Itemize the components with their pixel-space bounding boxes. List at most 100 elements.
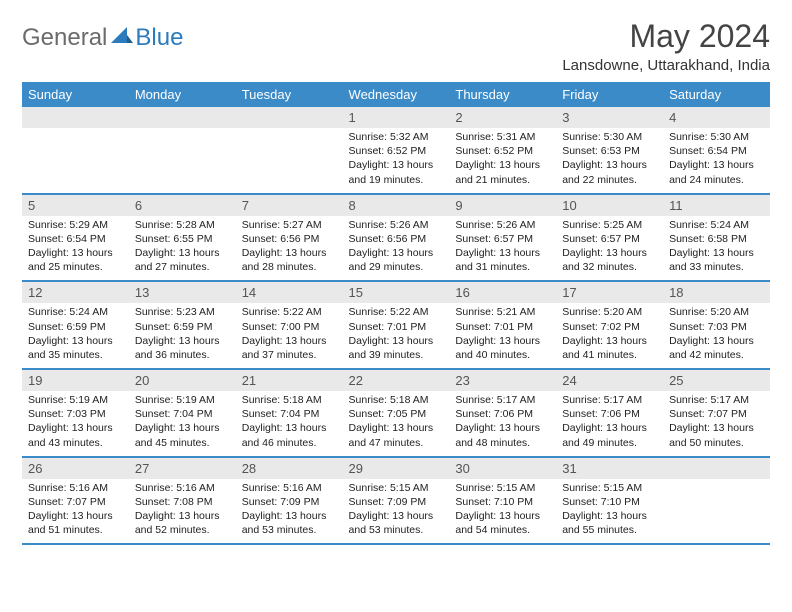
- day-number: 17: [556, 282, 663, 303]
- detail-line: Sunset: 6:57 PM: [562, 232, 657, 246]
- detail-line: Sunrise: 5:16 AM: [135, 481, 230, 495]
- day-cell: 8Sunrise: 5:26 AMSunset: 6:56 PMDaylight…: [343, 194, 450, 282]
- detail-line: Sunset: 6:59 PM: [28, 320, 123, 334]
- day-cell: 30Sunrise: 5:15 AMSunset: 7:10 PMDayligh…: [449, 457, 556, 545]
- detail-line: and 36 minutes.: [135, 348, 230, 362]
- week-row: 19Sunrise: 5:19 AMSunset: 7:03 PMDayligh…: [22, 369, 770, 457]
- detail-line: Daylight: 13 hours: [242, 421, 337, 435]
- detail-line: Daylight: 13 hours: [28, 334, 123, 348]
- day-details: Sunrise: 5:16 AMSunset: 7:09 PMDaylight:…: [236, 479, 343, 544]
- day-number: 30: [449, 458, 556, 479]
- day-details: Sunrise: 5:18 AMSunset: 7:05 PMDaylight:…: [343, 391, 450, 456]
- detail-line: Sunrise: 5:17 AM: [455, 393, 550, 407]
- day-cell: 23Sunrise: 5:17 AMSunset: 7:06 PMDayligh…: [449, 369, 556, 457]
- day-number: 31: [556, 458, 663, 479]
- day-details: Sunrise: 5:19 AMSunset: 7:04 PMDaylight:…: [129, 391, 236, 456]
- day-details: [22, 128, 129, 182]
- day-number: 14: [236, 282, 343, 303]
- day-details: Sunrise: 5:16 AMSunset: 7:07 PMDaylight:…: [22, 479, 129, 544]
- day-cell: 16Sunrise: 5:21 AMSunset: 7:01 PMDayligh…: [449, 281, 556, 369]
- day-cell: 20Sunrise: 5:19 AMSunset: 7:04 PMDayligh…: [129, 369, 236, 457]
- detail-line: Sunset: 7:08 PM: [135, 495, 230, 509]
- day-number: 29: [343, 458, 450, 479]
- day-cell: 2Sunrise: 5:31 AMSunset: 6:52 PMDaylight…: [449, 107, 556, 194]
- detail-line: Sunset: 6:56 PM: [349, 232, 444, 246]
- day-details: Sunrise: 5:17 AMSunset: 7:07 PMDaylight:…: [663, 391, 770, 456]
- day-details: Sunrise: 5:16 AMSunset: 7:08 PMDaylight:…: [129, 479, 236, 544]
- day-details: Sunrise: 5:26 AMSunset: 6:57 PMDaylight:…: [449, 216, 556, 281]
- detail-line: Sunset: 6:57 PM: [455, 232, 550, 246]
- detail-line: and 43 minutes.: [28, 436, 123, 450]
- detail-line: Sunset: 6:52 PM: [349, 144, 444, 158]
- week-row: 26Sunrise: 5:16 AMSunset: 7:07 PMDayligh…: [22, 457, 770, 545]
- detail-line: Daylight: 13 hours: [349, 334, 444, 348]
- detail-line: and 27 minutes.: [135, 260, 230, 274]
- detail-line: and 21 minutes.: [455, 173, 550, 187]
- detail-line: Sunset: 6:52 PM: [455, 144, 550, 158]
- day-details: Sunrise: 5:15 AMSunset: 7:09 PMDaylight:…: [343, 479, 450, 544]
- detail-line: Sunset: 7:03 PM: [669, 320, 764, 334]
- day-cell: 14Sunrise: 5:22 AMSunset: 7:00 PMDayligh…: [236, 281, 343, 369]
- detail-line: and 46 minutes.: [242, 436, 337, 450]
- day-number: 27: [129, 458, 236, 479]
- detail-line: Sunrise: 5:30 AM: [669, 130, 764, 144]
- day-number: 23: [449, 370, 556, 391]
- day-details: Sunrise: 5:32 AMSunset: 6:52 PMDaylight:…: [343, 128, 450, 193]
- detail-line: Daylight: 13 hours: [242, 246, 337, 260]
- day-cell: 6Sunrise: 5:28 AMSunset: 6:55 PMDaylight…: [129, 194, 236, 282]
- detail-line: and 25 minutes.: [28, 260, 123, 274]
- detail-line: Sunset: 6:58 PM: [669, 232, 764, 246]
- detail-line: Sunrise: 5:15 AM: [562, 481, 657, 495]
- day-cell: 11Sunrise: 5:24 AMSunset: 6:58 PMDayligh…: [663, 194, 770, 282]
- detail-line: Daylight: 13 hours: [562, 421, 657, 435]
- detail-line: Daylight: 13 hours: [669, 158, 764, 172]
- day-number: 5: [22, 195, 129, 216]
- detail-line: Sunrise: 5:15 AM: [349, 481, 444, 495]
- day-cell: 13Sunrise: 5:23 AMSunset: 6:59 PMDayligh…: [129, 281, 236, 369]
- detail-line: Sunrise: 5:24 AM: [669, 218, 764, 232]
- day-number: 20: [129, 370, 236, 391]
- day-cell: 7Sunrise: 5:27 AMSunset: 6:56 PMDaylight…: [236, 194, 343, 282]
- day-number: 4: [663, 107, 770, 128]
- detail-line: Sunset: 7:10 PM: [562, 495, 657, 509]
- detail-line: Sunrise: 5:22 AM: [349, 305, 444, 319]
- day-number: 22: [343, 370, 450, 391]
- day-details: Sunrise: 5:20 AMSunset: 7:02 PMDaylight:…: [556, 303, 663, 368]
- day-cell: 18Sunrise: 5:20 AMSunset: 7:03 PMDayligh…: [663, 281, 770, 369]
- day-number: 18: [663, 282, 770, 303]
- detail-line: Sunrise: 5:23 AM: [135, 305, 230, 319]
- detail-line: Daylight: 13 hours: [669, 421, 764, 435]
- detail-line: Daylight: 13 hours: [28, 246, 123, 260]
- detail-line: Daylight: 13 hours: [349, 158, 444, 172]
- day-details: Sunrise: 5:22 AMSunset: 7:00 PMDaylight:…: [236, 303, 343, 368]
- detail-line: Sunset: 7:09 PM: [349, 495, 444, 509]
- detail-line: Daylight: 13 hours: [28, 509, 123, 523]
- detail-line: Daylight: 13 hours: [455, 334, 550, 348]
- detail-line: and 29 minutes.: [349, 260, 444, 274]
- day-number: 8: [343, 195, 450, 216]
- day-details: Sunrise: 5:29 AMSunset: 6:54 PMDaylight:…: [22, 216, 129, 281]
- detail-line: Daylight: 13 hours: [349, 509, 444, 523]
- day-number: 6: [129, 195, 236, 216]
- detail-line: Sunrise: 5:18 AM: [349, 393, 444, 407]
- day-number: 24: [556, 370, 663, 391]
- day-number: [663, 458, 770, 479]
- logo-sail-icon: [111, 24, 133, 52]
- day-cell: 24Sunrise: 5:17 AMSunset: 7:06 PMDayligh…: [556, 369, 663, 457]
- day-cell: 15Sunrise: 5:22 AMSunset: 7:01 PMDayligh…: [343, 281, 450, 369]
- day-number: 26: [22, 458, 129, 479]
- detail-line: Daylight: 13 hours: [455, 158, 550, 172]
- detail-line: Sunset: 7:01 PM: [455, 320, 550, 334]
- detail-line: Sunset: 6:55 PM: [135, 232, 230, 246]
- detail-line: Sunrise: 5:28 AM: [135, 218, 230, 232]
- detail-line: and 45 minutes.: [135, 436, 230, 450]
- day-number: 28: [236, 458, 343, 479]
- day-details: [129, 128, 236, 182]
- detail-line: Daylight: 13 hours: [242, 334, 337, 348]
- day-number: 19: [22, 370, 129, 391]
- day-cell: 25Sunrise: 5:17 AMSunset: 7:07 PMDayligh…: [663, 369, 770, 457]
- detail-line: Sunrise: 5:17 AM: [669, 393, 764, 407]
- day-header: Wednesday: [343, 82, 450, 107]
- detail-line: and 41 minutes.: [562, 348, 657, 362]
- detail-line: Sunset: 7:03 PM: [28, 407, 123, 421]
